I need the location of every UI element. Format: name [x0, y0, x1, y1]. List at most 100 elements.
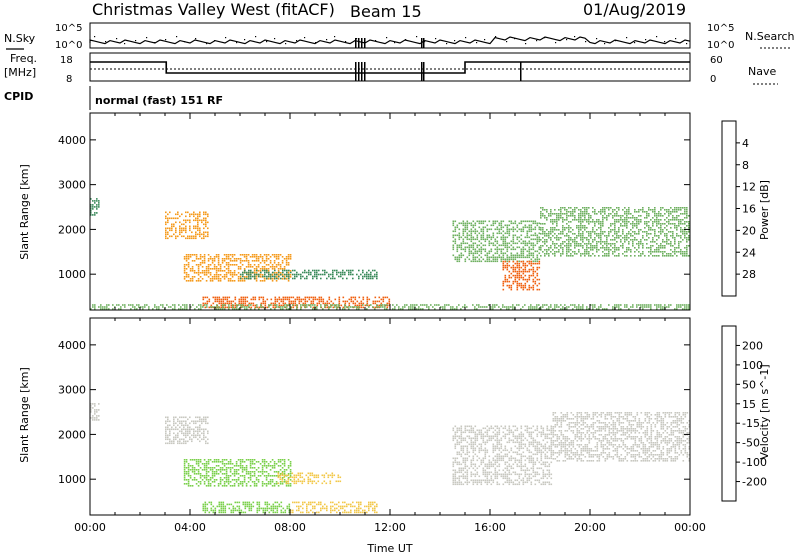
- data-cell: [339, 480, 342, 483]
- data-cell: [102, 306, 104, 308]
- data-cell: [632, 215, 634, 217]
- data-cell: [472, 226, 475, 229]
- data-cell: [211, 471, 214, 473]
- data-cell: [452, 473, 455, 476]
- data-cell: [474, 435, 477, 438]
- data-cell: [189, 215, 191, 218]
- data-cell: [600, 221, 602, 223]
- data-cell: [225, 473, 228, 475]
- data-cell: [301, 476, 304, 479]
- data-cell: [90, 210, 92, 212]
- data-cell: [530, 268, 533, 271]
- data-cell: [550, 215, 552, 217]
- data-cell: [237, 485, 240, 487]
- data-cell: [518, 240, 521, 243]
- data-cell: [508, 232, 511, 235]
- data-cell: [199, 434, 201, 437]
- data-cell: [460, 447, 463, 450]
- data-cell: [506, 228, 509, 231]
- data-cell: [598, 306, 600, 308]
- data-cell: [460, 455, 463, 458]
- data-cell: [550, 221, 552, 223]
- data-cell: [251, 254, 254, 256]
- data-cell: [542, 215, 544, 217]
- data-cell: [600, 209, 602, 211]
- data-cell: [570, 245, 572, 247]
- data-cell: [494, 461, 497, 464]
- data-cell: [213, 274, 216, 276]
- data-cell: [203, 219, 205, 222]
- data-cell: [236, 501, 239, 504]
- data-cell: [299, 472, 302, 475]
- data-cell: [472, 244, 475, 247]
- data-cell: [332, 302, 335, 305]
- data-cell: [678, 247, 680, 249]
- data-cell: [152, 308, 154, 310]
- data-cell: [532, 274, 535, 277]
- data-cell: [502, 256, 505, 259]
- data-cell: [232, 511, 235, 514]
- data-cell: [248, 302, 251, 305]
- data-cell: [247, 260, 250, 262]
- data-cell: [217, 461, 220, 463]
- data-cell: [588, 223, 590, 225]
- data-cell: [362, 509, 364, 512]
- data-cell: [494, 473, 497, 476]
- data-cell: [205, 420, 207, 423]
- data-cell: [530, 242, 533, 245]
- data-cell: [570, 211, 572, 213]
- data-cell: [238, 509, 241, 512]
- data-cell: [626, 237, 628, 239]
- data-cell: [658, 211, 660, 213]
- data-cell: [308, 503, 310, 506]
- data-cell: [199, 235, 201, 238]
- data-cell: [672, 211, 674, 213]
- colorbar-tick-label: 8: [742, 159, 749, 172]
- data-cell: [520, 256, 523, 259]
- data-cell: [636, 211, 638, 213]
- data-cell: [580, 255, 582, 257]
- data-cell: [177, 213, 179, 216]
- data-cell: [642, 235, 644, 237]
- data-cell: [460, 244, 463, 247]
- data-cell: [296, 306, 298, 308]
- data-cell: [92, 214, 94, 216]
- data-cell: [116, 304, 118, 306]
- data-cell: [207, 276, 210, 278]
- data-cell: [568, 241, 570, 243]
- data-cell: [191, 438, 193, 441]
- data-cell: [366, 304, 368, 306]
- data-cell: [374, 306, 377, 309]
- data-cell: [556, 247, 558, 249]
- data-cell: [165, 420, 167, 423]
- data-cell: [273, 467, 276, 469]
- data-cell: [466, 224, 469, 227]
- data-cell: [272, 304, 275, 307]
- data-cell: [452, 236, 455, 239]
- data-cell: [596, 249, 598, 251]
- data-cell: [524, 270, 527, 273]
- data-cell: [470, 463, 473, 466]
- data-cell: [642, 251, 644, 253]
- data-cell: [580, 237, 582, 239]
- data-cell: [370, 505, 372, 508]
- data-cell: [203, 463, 206, 465]
- data-cell: [658, 245, 660, 247]
- data-cell: [295, 476, 298, 479]
- data-cell: [279, 266, 282, 268]
- data-cell: [496, 427, 499, 430]
- data-cell: [245, 485, 248, 487]
- data-cell: [500, 457, 503, 460]
- data-cell: [564, 207, 566, 209]
- data-cell: [546, 249, 548, 251]
- data-cell: [312, 304, 314, 306]
- data-cell: [207, 481, 210, 483]
- data-cell: [536, 272, 539, 275]
- data-cell: [496, 481, 499, 484]
- data-cell: [207, 432, 209, 435]
- data-cell: [624, 223, 626, 225]
- data-cell: [354, 511, 356, 514]
- data-cell: [634, 225, 636, 227]
- data-cell: [560, 213, 562, 215]
- data-cell: [628, 207, 630, 209]
